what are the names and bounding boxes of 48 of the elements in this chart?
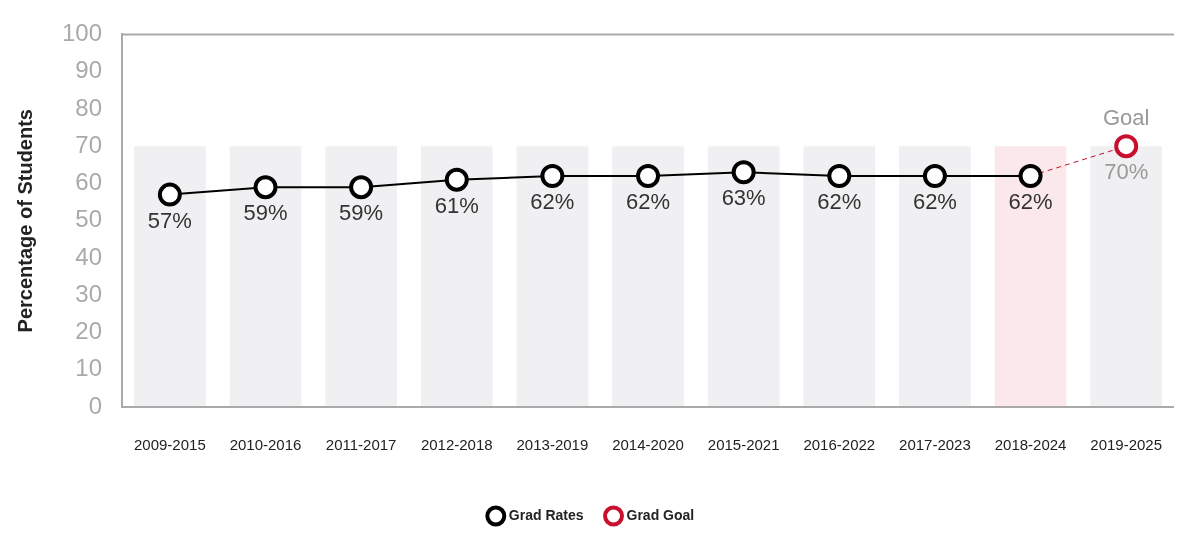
- data-label: 62%: [626, 189, 671, 215]
- point: [349, 175, 374, 200]
- data-label: 59%: [339, 200, 384, 226]
- legend-label: Grad Goal: [626, 506, 695, 523]
- point: [1114, 134, 1139, 159]
- y-tick-label: 60: [75, 168, 103, 196]
- x-tick-label: 2009-2015: [133, 436, 206, 454]
- data-label: 63%: [721, 185, 766, 211]
- point: [1018, 163, 1043, 188]
- y-tick-label: 30: [75, 279, 103, 307]
- y-tick-label: 0: [88, 391, 103, 419]
- point: [636, 163, 661, 188]
- x-tick-label: 2011-2017: [325, 436, 397, 454]
- data-label: 57%: [147, 207, 192, 233]
- y-tick-label: 80: [75, 93, 103, 121]
- legend-label: Grad Rates: [508, 506, 584, 523]
- x-tick-label: 2010-2016: [229, 436, 302, 454]
- y-tick-label: 100: [62, 19, 103, 47]
- data-label: 62%: [817, 189, 862, 215]
- data-label: 62%: [1008, 189, 1053, 215]
- point: [253, 175, 278, 200]
- y-tick-label: 10: [75, 354, 103, 382]
- y-axis-title: Percentage of Students: [13, 109, 36, 333]
- data-label: 61%: [434, 192, 479, 218]
- data-label: 62%: [912, 189, 957, 215]
- annotation: Goal: [1102, 105, 1150, 131]
- x-tick-label: 2018-2024: [994, 436, 1067, 454]
- x-tick-label: 2013-2019: [516, 436, 589, 454]
- point: [731, 160, 756, 185]
- point: [540, 163, 565, 188]
- point: [922, 163, 947, 188]
- x-tick-label: 2017-2023: [899, 436, 971, 454]
- point: [444, 167, 469, 192]
- x-tick-label: 2015-2021: [707, 436, 780, 454]
- x-tick-label: 2019-2025: [1090, 436, 1163, 454]
- data-label: 59%: [243, 200, 288, 226]
- data-label: 70%: [1104, 159, 1149, 185]
- point: [157, 182, 182, 207]
- y-tick-label: 40: [75, 242, 103, 270]
- data-label: 62%: [530, 189, 575, 215]
- x-tick-label: 2014-2020: [612, 436, 684, 454]
- y-tick-label: 70: [75, 130, 103, 158]
- y-tick-label: 20: [75, 317, 103, 345]
- x-tick-label: 2012-2018: [420, 436, 493, 454]
- x-tick-label: 2016-2022: [803, 436, 876, 454]
- y-tick-label: 50: [75, 205, 103, 233]
- y-tick-label: 90: [75, 56, 103, 84]
- point: [827, 163, 852, 188]
